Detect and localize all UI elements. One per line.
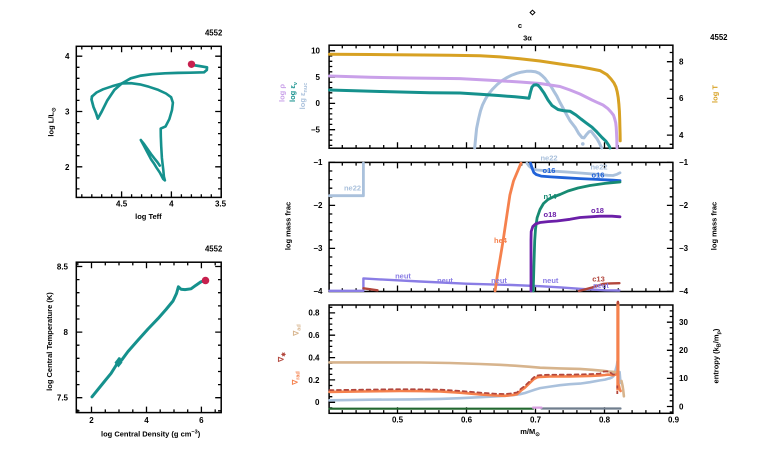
svg-text:o16: o16 xyxy=(592,171,605,180)
svg-text:2: 2 xyxy=(89,416,94,425)
svg-text:log mass frac: log mass frac xyxy=(710,202,719,250)
svg-text:3: 3 xyxy=(65,108,70,117)
svg-text:0.7: 0.7 xyxy=(530,415,542,424)
svg-text:0.6: 0.6 xyxy=(461,415,473,424)
svg-text:neut: neut xyxy=(437,276,453,285)
svg-text:−2: −2 xyxy=(313,201,323,210)
svg-text:8: 8 xyxy=(64,328,69,337)
svg-text:6: 6 xyxy=(199,416,204,425)
svg-text:c13: c13 xyxy=(592,274,605,283)
svg-text:neut: neut xyxy=(543,276,559,285)
svg-text:log T: log T xyxy=(710,85,719,103)
svg-text:ne22: ne22 xyxy=(344,183,361,192)
svg-text:−5: −5 xyxy=(311,126,321,135)
svg-text:log ρ: log ρ xyxy=(278,84,287,102)
svg-text:10: 10 xyxy=(311,47,320,56)
svg-text:o18: o18 xyxy=(591,206,604,215)
svg-text:20: 20 xyxy=(679,346,688,355)
svg-text:−1: −1 xyxy=(679,158,689,167)
svg-text:0.8: 0.8 xyxy=(599,415,611,424)
svg-text:8.5: 8.5 xyxy=(57,262,69,271)
svg-text:0.8: 0.8 xyxy=(308,309,320,318)
svg-text:−2: −2 xyxy=(679,201,689,210)
svg-text:neut: neut xyxy=(491,276,507,285)
svg-text:2: 2 xyxy=(65,163,70,172)
svg-text:o16: o16 xyxy=(543,166,556,175)
svg-text:10: 10 xyxy=(679,374,688,383)
svg-text:5: 5 xyxy=(316,73,321,82)
svg-text:4.5: 4.5 xyxy=(116,200,128,209)
svg-text:log εν: log εν xyxy=(288,82,299,102)
svg-text:−4: −4 xyxy=(679,287,689,296)
svg-text:30: 30 xyxy=(679,318,688,327)
svg-text:7.5: 7.5 xyxy=(57,394,69,403)
svg-text:c: c xyxy=(518,21,522,30)
svg-text:4: 4 xyxy=(169,200,174,209)
svg-text:n14: n14 xyxy=(544,192,558,201)
svg-text:log Teff: log Teff xyxy=(135,212,162,221)
svg-text:log L/L⊙: log L/L⊙ xyxy=(47,107,58,137)
svg-text:log Central Temperature (K): log Central Temperature (K) xyxy=(45,292,54,391)
svg-text:0.9: 0.9 xyxy=(668,415,680,424)
svg-text:log εnuc: log εnuc xyxy=(298,83,309,110)
svg-text:∇✱: ∇✱ xyxy=(277,352,288,363)
svg-text:4: 4 xyxy=(144,416,149,425)
svg-text:0.6: 0.6 xyxy=(308,331,320,340)
svg-text:he4: he4 xyxy=(494,236,508,245)
svg-text:−1: −1 xyxy=(313,158,323,167)
svg-text:m/M⊙: m/M⊙ xyxy=(520,427,540,438)
svg-text:entropy (kB/mp): entropy (kB/mp) xyxy=(712,328,723,383)
svg-text:0.2: 0.2 xyxy=(308,376,320,385)
svg-text:∇rad: ∇rad xyxy=(291,371,302,386)
svg-text:8: 8 xyxy=(679,58,684,67)
svg-text:4552: 4552 xyxy=(205,29,223,38)
svg-text:0: 0 xyxy=(315,398,320,407)
svg-text:3α: 3α xyxy=(523,34,532,43)
svg-text:neut: neut xyxy=(593,281,609,290)
svg-text:0.4: 0.4 xyxy=(308,353,320,362)
svg-text:∇ad: ∇ad xyxy=(292,324,303,336)
svg-text:3.5: 3.5 xyxy=(215,200,227,209)
svg-text:ne22: ne22 xyxy=(540,153,557,162)
svg-text:6: 6 xyxy=(679,94,684,103)
svg-text:neut: neut xyxy=(395,271,411,280)
svg-text:4552: 4552 xyxy=(205,244,223,253)
svg-text:log Central Density (g cm−3): log Central Density (g cm−3) xyxy=(101,429,201,438)
svg-text:4552: 4552 xyxy=(710,33,728,42)
svg-text:0: 0 xyxy=(679,402,684,411)
svg-text:ne22: ne22 xyxy=(590,163,607,172)
svg-text:−3: −3 xyxy=(679,244,689,253)
svg-text:4: 4 xyxy=(679,131,684,140)
svg-text:0.5: 0.5 xyxy=(392,415,404,424)
svg-text:o18: o18 xyxy=(544,210,557,219)
svg-text:log mass frac: log mass frac xyxy=(284,202,293,250)
svg-text:4: 4 xyxy=(65,52,70,61)
svg-text:−4: −4 xyxy=(313,287,323,296)
svg-text:0: 0 xyxy=(316,99,321,108)
svg-text:−3: −3 xyxy=(313,244,323,253)
